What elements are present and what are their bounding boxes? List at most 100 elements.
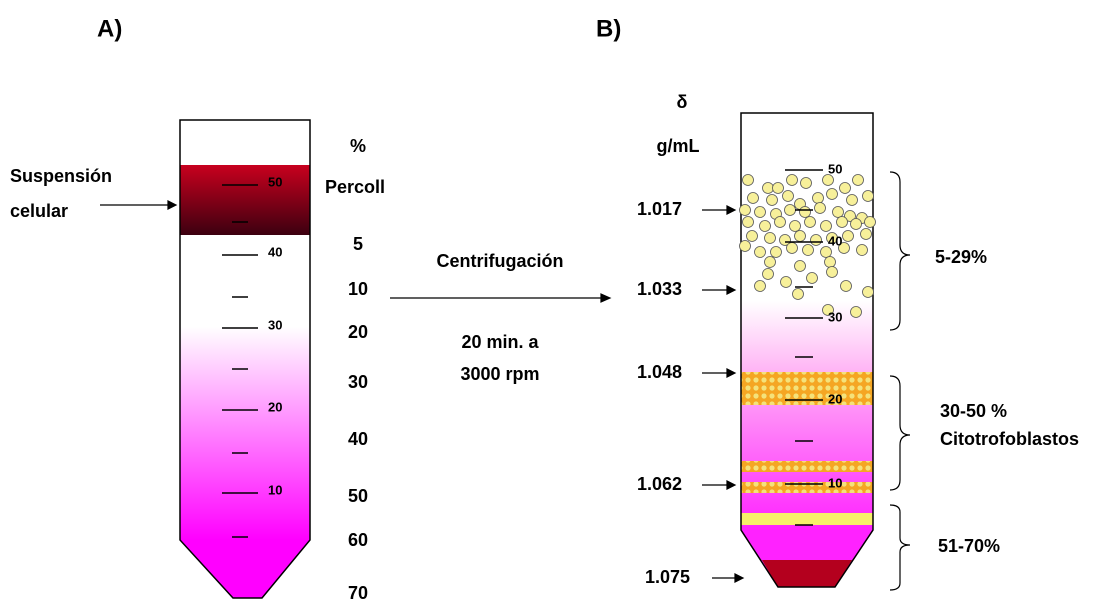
cell (839, 182, 851, 194)
labels: A) Suspensión celular% Percoll 50 40 30 20 10 5 10… (10, 15, 1079, 602)
sample-label: celular (10, 201, 68, 221)
percent-label: 40 (348, 429, 368, 449)
cell (764, 256, 776, 268)
graduation-label: 20 (828, 391, 842, 406)
cell (814, 202, 826, 214)
cell (836, 216, 848, 228)
cell (764, 232, 776, 244)
cell (746, 230, 758, 242)
cell (820, 246, 832, 258)
cell (754, 246, 766, 258)
percent-header: % (350, 136, 366, 156)
cell (812, 192, 824, 204)
arrows (100, 200, 745, 583)
cell (742, 216, 754, 228)
percoll-label: Percoll (325, 177, 385, 197)
percent-label: 50 (348, 486, 368, 506)
cell (850, 218, 862, 230)
cell (780, 276, 792, 288)
cell (822, 304, 834, 316)
cell (832, 206, 844, 218)
cell (838, 242, 850, 254)
density-label: 1.048 (637, 362, 682, 382)
graduation-label: 40 (268, 244, 282, 259)
percent-label: 20 (348, 322, 368, 342)
panel-label: A) (97, 15, 122, 42)
fraction-label: Citotrofoblastos (940, 429, 1079, 449)
cell (850, 306, 862, 318)
cell (820, 220, 832, 232)
cell (804, 216, 816, 228)
density-unit: g/mL (657, 136, 700, 156)
percent-label: 70 (348, 583, 368, 603)
cell (864, 216, 876, 228)
density-label: 1.033 (637, 279, 682, 299)
cell (794, 230, 806, 242)
graduation-label: 40 (828, 233, 842, 248)
graduation-label: 30 (828, 309, 842, 324)
cell (739, 204, 751, 216)
cell (806, 272, 818, 284)
cell (782, 190, 794, 202)
fraction-label: 51-70% (938, 536, 1000, 556)
cell (794, 260, 806, 272)
cell (762, 268, 774, 280)
cell (822, 174, 834, 186)
cell (842, 230, 854, 242)
process-label: Centrifugación (436, 251, 563, 271)
cell (742, 174, 754, 186)
cell (862, 190, 874, 202)
cell (747, 192, 759, 204)
cell (789, 220, 801, 232)
graduation-label: 20 (268, 399, 282, 414)
graduation-label: 10 (268, 482, 282, 497)
cell (739, 240, 751, 252)
cell (802, 244, 814, 256)
density-symbol: δ (677, 92, 688, 112)
cell (784, 204, 796, 216)
fraction-label: 30-50 % (940, 401, 1007, 421)
cell (840, 280, 852, 292)
density-label: 1.062 (637, 474, 682, 494)
cell (826, 232, 838, 244)
tube-a (179, 119, 311, 599)
percent-label: 10 (348, 279, 368, 299)
cell (754, 280, 766, 292)
graduation-label: 30 (268, 317, 282, 332)
cell (856, 244, 868, 256)
cell (826, 266, 838, 278)
cell (759, 220, 771, 232)
percent-label: 5 (353, 234, 363, 254)
cells (739, 174, 876, 318)
cell (860, 228, 872, 240)
cell (766, 194, 778, 206)
cell (826, 188, 838, 200)
cell (846, 194, 858, 206)
cell (799, 206, 811, 218)
cell (852, 174, 864, 186)
density-label: 1.075 (645, 567, 690, 587)
process-condition: 20 min. a (461, 332, 539, 352)
cell (786, 174, 798, 186)
graduation-label: 50 (268, 174, 282, 189)
density-label: 1.017 (637, 199, 682, 219)
sample-label: Suspensión (10, 166, 112, 186)
cell (810, 234, 822, 246)
cell (762, 182, 774, 194)
cell (800, 177, 812, 189)
cell (792, 288, 804, 300)
cell (786, 242, 798, 254)
cell (862, 286, 874, 298)
panel-label: B) (596, 15, 621, 42)
graduation-label: 50 (828, 161, 842, 176)
cell (844, 210, 856, 222)
cell (774, 216, 786, 228)
cell (824, 256, 836, 268)
graduation-label: 10 (828, 475, 842, 490)
fraction-label: 5-29% (935, 247, 987, 267)
percent-label: 30 (348, 372, 368, 392)
cell (754, 206, 766, 218)
cell (772, 182, 784, 194)
percent-label: 60 (348, 530, 368, 550)
